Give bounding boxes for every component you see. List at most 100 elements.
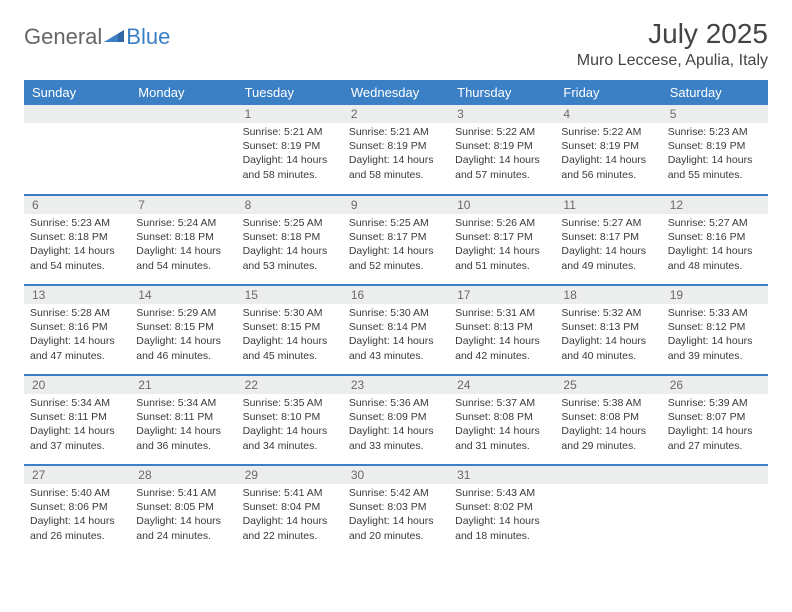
calendar-cell: 28Sunrise: 5:41 AMSunset: 8:05 PMDayligh… (130, 465, 236, 555)
day-number: 26 (662, 376, 768, 394)
day-number: 30 (343, 466, 449, 484)
calendar-cell (555, 465, 661, 555)
calendar-cell: 18Sunrise: 5:32 AMSunset: 8:13 PMDayligh… (555, 285, 661, 375)
sunrise-text: Sunrise: 5:28 AM (30, 306, 124, 320)
calendar-cell: 2Sunrise: 5:21 AMSunset: 8:19 PMDaylight… (343, 105, 449, 195)
calendar-cell: 24Sunrise: 5:37 AMSunset: 8:08 PMDayligh… (449, 375, 555, 465)
col-tuesday: Tuesday (237, 80, 343, 105)
sunrise-text: Sunrise: 5:27 AM (561, 216, 655, 230)
sunset-text: Sunset: 8:17 PM (349, 230, 443, 244)
day-details: Sunrise: 5:43 AMSunset: 8:02 PMDaylight:… (449, 484, 555, 547)
sunrise-text: Sunrise: 5:41 AM (243, 486, 337, 500)
daylight-text: Daylight: 14 hours and 26 minutes. (30, 514, 124, 542)
sunrise-text: Sunrise: 5:21 AM (349, 125, 443, 139)
sunset-text: Sunset: 8:19 PM (243, 139, 337, 153)
daylight-text: Daylight: 14 hours and 54 minutes. (30, 244, 124, 272)
daylight-text: Daylight: 14 hours and 57 minutes. (455, 153, 549, 181)
day-number: 19 (662, 286, 768, 304)
sunrise-text: Sunrise: 5:34 AM (30, 396, 124, 410)
col-saturday: Saturday (662, 80, 768, 105)
daylight-text: Daylight: 14 hours and 56 minutes. (561, 153, 655, 181)
calendar-cell: 21Sunrise: 5:34 AMSunset: 8:11 PMDayligh… (130, 375, 236, 465)
day-number: 5 (662, 105, 768, 123)
sunrise-text: Sunrise: 5:40 AM (30, 486, 124, 500)
calendar-cell: 6Sunrise: 5:23 AMSunset: 8:18 PMDaylight… (24, 195, 130, 285)
sunset-text: Sunset: 8:13 PM (455, 320, 549, 334)
day-details: Sunrise: 5:41 AMSunset: 8:04 PMDaylight:… (237, 484, 343, 547)
day-details: Sunrise: 5:34 AMSunset: 8:11 PMDaylight:… (130, 394, 236, 457)
sunset-text: Sunset: 8:19 PM (349, 139, 443, 153)
day-number: 27 (24, 466, 130, 484)
sunset-text: Sunset: 8:08 PM (561, 410, 655, 424)
calendar-cell: 10Sunrise: 5:26 AMSunset: 8:17 PMDayligh… (449, 195, 555, 285)
sunset-text: Sunset: 8:19 PM (668, 139, 762, 153)
day-details: Sunrise: 5:36 AMSunset: 8:09 PMDaylight:… (343, 394, 449, 457)
day-number: 24 (449, 376, 555, 394)
daylight-text: Daylight: 14 hours and 54 minutes. (136, 244, 230, 272)
day-number: 1 (237, 105, 343, 123)
day-number: 16 (343, 286, 449, 304)
day-details: Sunrise: 5:35 AMSunset: 8:10 PMDaylight:… (237, 394, 343, 457)
day-details (662, 484, 768, 490)
day-number: 25 (555, 376, 661, 394)
day-details: Sunrise: 5:30 AMSunset: 8:15 PMDaylight:… (237, 304, 343, 367)
col-wednesday: Wednesday (343, 80, 449, 105)
calendar-cell: 12Sunrise: 5:27 AMSunset: 8:16 PMDayligh… (662, 195, 768, 285)
day-number: 31 (449, 466, 555, 484)
sunrise-text: Sunrise: 5:38 AM (561, 396, 655, 410)
calendar-row: 1Sunrise: 5:21 AMSunset: 8:19 PMDaylight… (24, 105, 768, 195)
daylight-text: Daylight: 14 hours and 43 minutes. (349, 334, 443, 362)
sunrise-text: Sunrise: 5:30 AM (349, 306, 443, 320)
col-sunday: Sunday (24, 80, 130, 105)
col-friday: Friday (555, 80, 661, 105)
day-details: Sunrise: 5:39 AMSunset: 8:07 PMDaylight:… (662, 394, 768, 457)
day-details: Sunrise: 5:38 AMSunset: 8:08 PMDaylight:… (555, 394, 661, 457)
calendar-cell: 9Sunrise: 5:25 AMSunset: 8:17 PMDaylight… (343, 195, 449, 285)
day-details: Sunrise: 5:27 AMSunset: 8:17 PMDaylight:… (555, 214, 661, 277)
brand-part1: General (24, 24, 102, 50)
sunrise-text: Sunrise: 5:43 AM (455, 486, 549, 500)
sunrise-text: Sunrise: 5:37 AM (455, 396, 549, 410)
sunset-text: Sunset: 8:10 PM (243, 410, 337, 424)
title-block: July 2025 Muro Leccese, Apulia, Italy (577, 18, 768, 70)
sunrise-text: Sunrise: 5:31 AM (455, 306, 549, 320)
day-details: Sunrise: 5:21 AMSunset: 8:19 PMDaylight:… (237, 123, 343, 186)
sunrise-text: Sunrise: 5:23 AM (668, 125, 762, 139)
calendar-cell (130, 105, 236, 195)
day-details: Sunrise: 5:31 AMSunset: 8:13 PMDaylight:… (449, 304, 555, 367)
sunset-text: Sunset: 8:08 PM (455, 410, 549, 424)
day-number (662, 466, 768, 484)
day-number: 21 (130, 376, 236, 394)
day-details: Sunrise: 5:40 AMSunset: 8:06 PMDaylight:… (24, 484, 130, 547)
sunset-text: Sunset: 8:17 PM (561, 230, 655, 244)
day-details (555, 484, 661, 490)
sunrise-text: Sunrise: 5:21 AM (243, 125, 337, 139)
logo-triangle-icon (104, 28, 124, 44)
day-details: Sunrise: 5:42 AMSunset: 8:03 PMDaylight:… (343, 484, 449, 547)
sunset-text: Sunset: 8:09 PM (349, 410, 443, 424)
daylight-text: Daylight: 14 hours and 29 minutes. (561, 424, 655, 452)
sunrise-text: Sunrise: 5:23 AM (30, 216, 124, 230)
calendar-cell: 14Sunrise: 5:29 AMSunset: 8:15 PMDayligh… (130, 285, 236, 375)
sunrise-text: Sunrise: 5:32 AM (561, 306, 655, 320)
calendar-cell: 11Sunrise: 5:27 AMSunset: 8:17 PMDayligh… (555, 195, 661, 285)
sunrise-text: Sunrise: 5:35 AM (243, 396, 337, 410)
sunset-text: Sunset: 8:11 PM (136, 410, 230, 424)
daylight-text: Daylight: 14 hours and 37 minutes. (30, 424, 124, 452)
daylight-text: Daylight: 14 hours and 52 minutes. (349, 244, 443, 272)
calendar-cell: 31Sunrise: 5:43 AMSunset: 8:02 PMDayligh… (449, 465, 555, 555)
day-details: Sunrise: 5:29 AMSunset: 8:15 PMDaylight:… (130, 304, 236, 367)
calendar-cell (662, 465, 768, 555)
daylight-text: Daylight: 14 hours and 24 minutes. (136, 514, 230, 542)
day-number: 9 (343, 196, 449, 214)
sunrise-text: Sunrise: 5:41 AM (136, 486, 230, 500)
calendar-table: Sunday Monday Tuesday Wednesday Thursday… (24, 80, 768, 555)
calendar-row: 20Sunrise: 5:34 AMSunset: 8:11 PMDayligh… (24, 375, 768, 465)
sunrise-text: Sunrise: 5:26 AM (455, 216, 549, 230)
daylight-text: Daylight: 14 hours and 53 minutes. (243, 244, 337, 272)
sunrise-text: Sunrise: 5:34 AM (136, 396, 230, 410)
daylight-text: Daylight: 14 hours and 20 minutes. (349, 514, 443, 542)
daylight-text: Daylight: 14 hours and 46 minutes. (136, 334, 230, 362)
sunset-text: Sunset: 8:14 PM (349, 320, 443, 334)
calendar-cell (24, 105, 130, 195)
